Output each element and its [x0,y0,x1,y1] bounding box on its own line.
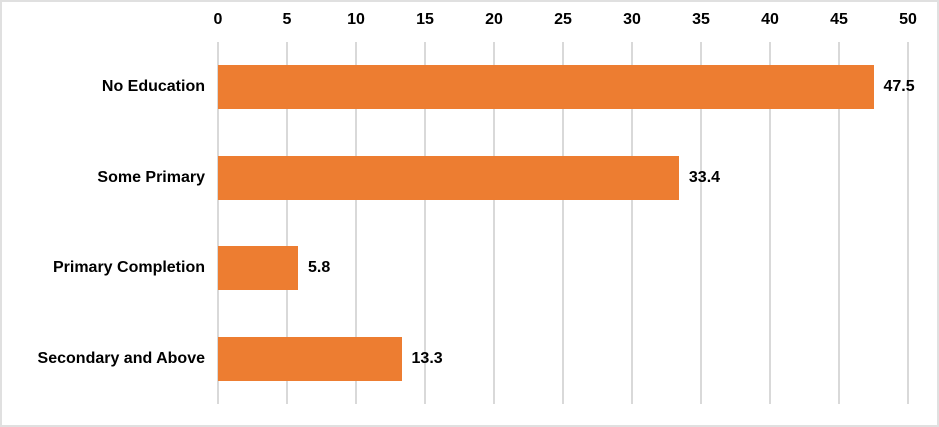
x-axis-tick-label: 45 [830,11,848,28]
vertical-gridline [493,42,495,404]
category-label: Primary Completion [52,259,205,277]
bar [218,246,299,291]
bar-value-label: 33.4 [688,168,721,186]
bar-row: 5.8 [218,223,908,314]
category-label: No Education [101,78,205,96]
vertical-gridline [838,42,840,404]
plot-area: 47.5 33.4 5.8 13.3 [217,42,915,405]
x-axis-tick-label: 20 [485,11,503,28]
bar-value-label: 47.5 [883,78,915,96]
vertical-gridline [562,42,564,404]
vertical-gridline [769,42,771,404]
vertical-gridline [286,42,288,404]
vertical-gridline [700,42,702,404]
bar [218,155,679,200]
bar-row: 33.4 [218,133,908,224]
bar-row: 47.5 [218,42,915,133]
category-label: Secondary and Above [37,349,205,367]
category-label: Some Primary [97,168,205,186]
vertical-gridline [907,42,909,404]
x-axis-tick-label: 5 [282,11,292,28]
x-axis-tick-label: 35 [692,11,710,28]
x-axis-tick-label: 30 [623,11,641,28]
vertical-gridline [424,42,426,404]
vertical-gridline [217,42,219,404]
x-axis-tick-label: 40 [761,11,779,28]
x-axis-tick-label: 10 [347,11,365,28]
bar-value-label: 13.3 [411,349,443,367]
x-axis-tick-label: 25 [554,11,572,28]
bar-value-label: 5.8 [308,259,331,277]
x-axis-tick-label: 0 [213,11,223,28]
bar [218,65,874,110]
x-axis-tick-label: 15 [416,11,434,28]
vertical-gridline [631,42,633,404]
bar [218,336,402,381]
x-axis-tick-label: 50 [899,11,917,28]
vertical-gridline [355,42,357,404]
bar-row: 13.3 [218,314,908,405]
